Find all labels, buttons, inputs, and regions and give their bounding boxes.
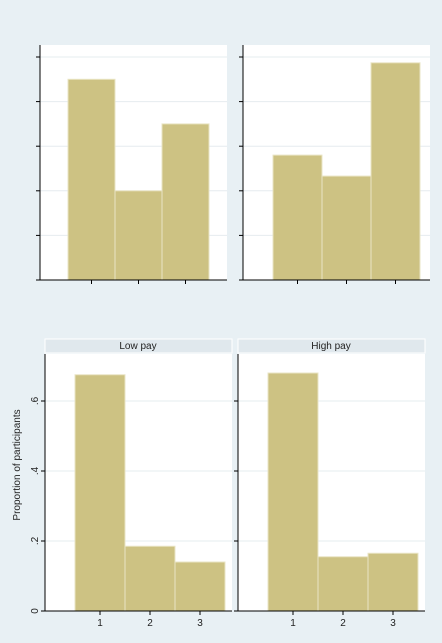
bar-1 (67, 78, 116, 281)
bar-1 (267, 372, 319, 612)
x-tick-label: 3 (390, 618, 396, 629)
axes (36, 45, 227, 284)
bar-3 (174, 561, 226, 612)
tick-labels: 0 .2 .4 .6 1 2 3 (30, 396, 203, 629)
bar-3 (161, 123, 210, 281)
y-tick-label: .6 (30, 396, 41, 405)
bars (272, 62, 421, 281)
panel-top-right (239, 45, 430, 284)
bar-2 (114, 190, 163, 281)
y-tick-label: .4 (30, 466, 41, 475)
panel-header (237, 338, 426, 354)
x-tick-label: 2 (147, 618, 153, 629)
bar-2 (317, 556, 369, 612)
panel-header (44, 338, 233, 354)
bar-2 (124, 545, 176, 612)
y-tick-label: .2 (30, 536, 41, 545)
x-tick-label: 3 (197, 618, 203, 629)
x-tick-label: 2 (340, 618, 346, 629)
axes (234, 354, 425, 615)
bar-1 (74, 374, 126, 612)
axes (239, 45, 430, 284)
x-tick-label: 1 (97, 618, 103, 629)
tick-labels: 1 2 3 (290, 618, 396, 629)
axes (41, 354, 232, 615)
bar-1 (272, 154, 323, 281)
panel-bottom-right: High pay 1 2 3 (234, 338, 426, 629)
bar-2 (321, 175, 372, 281)
panel-top-left (36, 45, 227, 284)
bar-3 (370, 62, 421, 281)
y-tick-label: 0 (30, 608, 41, 614)
bar-3 (367, 552, 419, 612)
x-tick-label: 1 (290, 618, 296, 629)
bars (74, 374, 226, 612)
panel-bottom-left: Low pay 0 .2 .4 .6 1 2 3 Proportion of partici… (12, 338, 233, 629)
bars (67, 78, 210, 281)
y-axis-title: Proportion of participants (12, 409, 23, 520)
panel-title: Low pay (119, 341, 156, 352)
panel-title: High pay (311, 341, 350, 352)
